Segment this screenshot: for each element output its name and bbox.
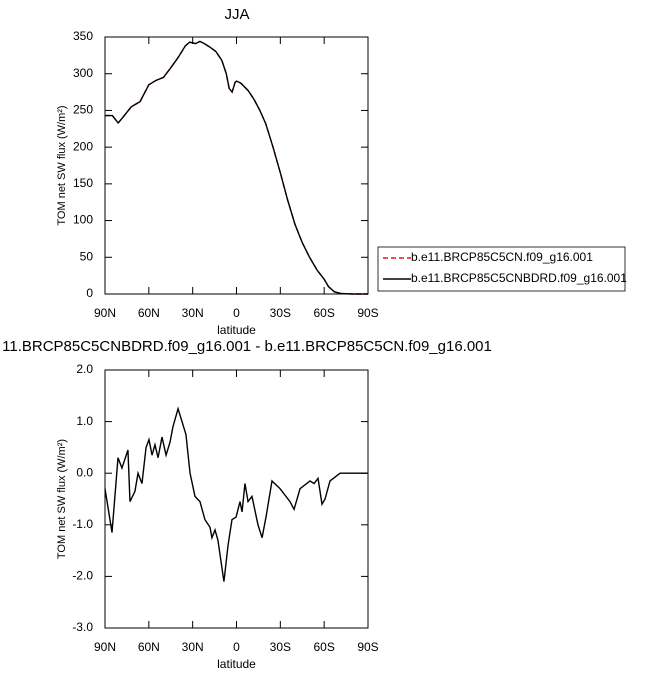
plot-frame bbox=[104, 369, 369, 629]
chart-title: JJA bbox=[224, 6, 249, 23]
x-tick-label: 0 bbox=[233, 640, 240, 654]
y-tick-label: 250 bbox=[73, 103, 93, 117]
x-tick-label: 60S bbox=[313, 640, 334, 654]
y-tick-label: 200 bbox=[73, 139, 93, 153]
x-tick-label: 60S bbox=[313, 306, 334, 320]
x-tick-label: 0 bbox=[233, 306, 240, 320]
y-tick-label: 100 bbox=[73, 213, 93, 227]
y-tick-label: 300 bbox=[73, 66, 93, 80]
y-tick-label: -1.0 bbox=[72, 517, 93, 531]
y-axis-label: TOM net SW flux (W/m²) bbox=[56, 439, 68, 559]
x-tick-label: 90S bbox=[357, 306, 378, 320]
x-tick-label: 90S bbox=[357, 640, 378, 654]
x-tick-label: 90N bbox=[94, 640, 116, 654]
legend-label: b.e11.BRCP85C5CNBDRD.f09_g16.001 bbox=[411, 271, 627, 285]
x-tick-label: 60N bbox=[138, 640, 160, 654]
data-line bbox=[105, 40, 368, 295]
y-tick-label: 2.0 bbox=[76, 362, 93, 376]
x-tick-label: 30S bbox=[270, 640, 291, 654]
legend-label: b.e11.BRCP85C5CN.f09_g16.001 bbox=[411, 250, 593, 264]
x-axis-label: latitude bbox=[217, 657, 256, 671]
x-tick-label: 30N bbox=[182, 640, 204, 654]
y-tick-label: 50 bbox=[80, 249, 94, 263]
x-axis-label: latitude bbox=[217, 323, 256, 337]
data-line bbox=[104, 406, 368, 582]
chart-title: 11.BRCP85C5CNBDRD.f09_g16.001 - b.e11.BR… bbox=[2, 338, 492, 355]
y-tick-label: -2.0 bbox=[72, 569, 93, 583]
y-tick-label: 350 bbox=[73, 29, 93, 43]
y-axis-label: TOM net SW flux (W/m²) bbox=[56, 105, 68, 225]
y-tick-label: -3.0 bbox=[72, 620, 93, 634]
y-tick-label: 150 bbox=[73, 176, 93, 190]
x-tick-label: 30N bbox=[182, 306, 204, 320]
y-tick-label: 0 bbox=[86, 286, 93, 300]
legend-box bbox=[377, 246, 626, 292]
x-tick-label: 30S bbox=[270, 306, 291, 320]
y-tick-label: 0.0 bbox=[76, 465, 93, 479]
plot-frame bbox=[104, 36, 369, 295]
x-tick-label: 90N bbox=[94, 306, 116, 320]
x-tick-label: 60N bbox=[138, 306, 160, 320]
data-line bbox=[105, 40, 368, 295]
y-tick-label: 1.0 bbox=[76, 414, 93, 428]
